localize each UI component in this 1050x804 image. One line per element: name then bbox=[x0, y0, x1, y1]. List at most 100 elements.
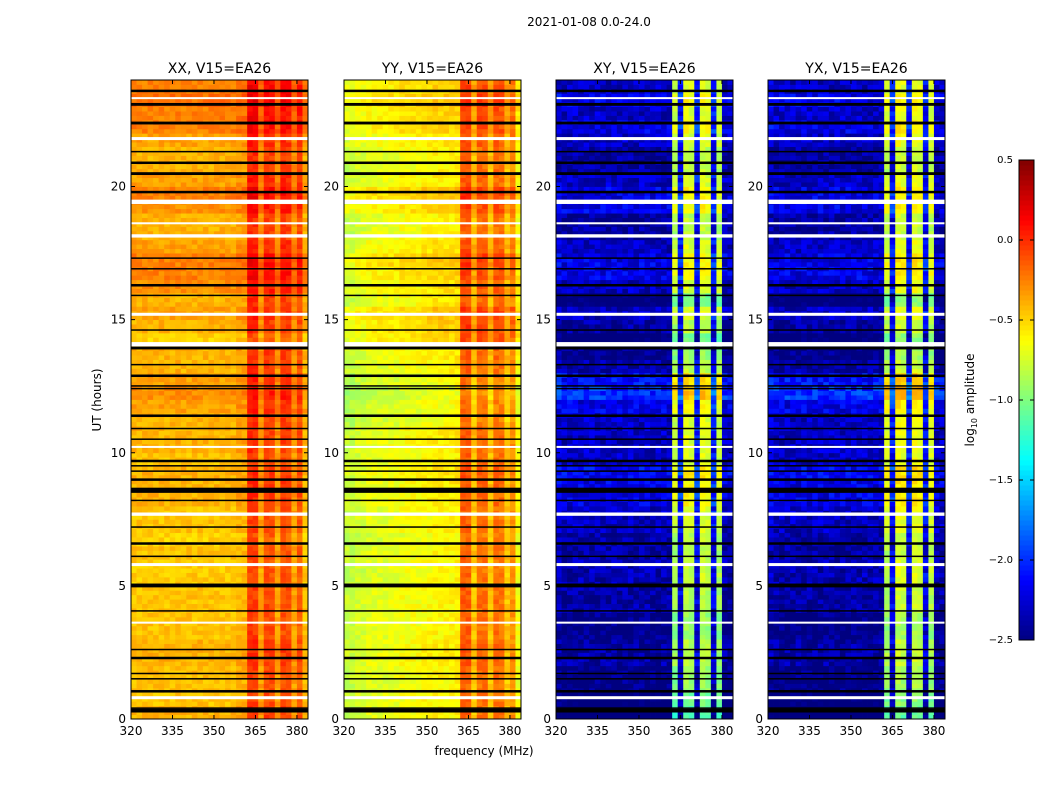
heatmap-cell bbox=[142, 519, 148, 524]
heatmap-cell bbox=[242, 164, 248, 169]
heatmap-cell bbox=[269, 626, 275, 631]
heatmap-cell bbox=[175, 240, 181, 245]
heatmap-cell bbox=[275, 404, 281, 409]
heatmap-cell bbox=[264, 519, 270, 524]
heatmap-cell bbox=[286, 630, 292, 635]
heatmap-cell bbox=[142, 528, 148, 533]
heatmap-cell bbox=[137, 302, 143, 307]
heatmap-cell bbox=[142, 439, 148, 444]
heatmap-cell bbox=[242, 701, 248, 706]
heatmap-cell bbox=[175, 613, 181, 618]
heatmap-cell bbox=[203, 537, 209, 542]
heatmap-cell bbox=[159, 377, 165, 382]
flagged-row-black bbox=[131, 584, 308, 586]
heatmap-cell bbox=[192, 639, 198, 644]
heatmap-cell bbox=[153, 249, 159, 254]
heatmap-cell bbox=[131, 187, 137, 192]
heatmap-cell bbox=[197, 497, 203, 502]
heatmap-cell bbox=[186, 80, 192, 85]
heatmap-cell bbox=[197, 84, 203, 89]
heatmap-cell bbox=[137, 519, 143, 524]
heatmap-cell bbox=[142, 400, 148, 405]
heatmap-cell bbox=[258, 204, 264, 209]
heatmap-cell bbox=[148, 537, 154, 542]
heatmap-cell bbox=[242, 289, 248, 294]
heatmap-cell bbox=[236, 617, 242, 622]
heatmap-cell bbox=[159, 400, 165, 405]
heatmap-cell bbox=[170, 249, 176, 254]
heatmap-cell bbox=[203, 187, 209, 192]
heatmap-cell bbox=[236, 493, 242, 498]
heatmap-cell bbox=[192, 262, 198, 267]
heatmap-cell bbox=[192, 107, 198, 112]
heatmap-cell bbox=[236, 107, 242, 112]
heatmap-cell bbox=[297, 368, 303, 373]
heatmap-cell bbox=[164, 573, 170, 578]
heatmap-cell bbox=[286, 404, 292, 409]
heatmap-cell bbox=[192, 209, 198, 214]
heatmap-cell bbox=[137, 275, 143, 280]
heatmap-cell bbox=[208, 679, 214, 684]
heatmap-cell bbox=[192, 226, 198, 231]
heatmap-cell bbox=[466, 701, 472, 706]
heatmap-cell bbox=[203, 129, 209, 134]
heatmap-cell bbox=[131, 218, 137, 223]
heatmap-cell bbox=[264, 337, 270, 342]
heatmap-cell bbox=[197, 275, 203, 280]
heatmap-cell bbox=[164, 644, 170, 649]
heatmap-cell bbox=[153, 244, 159, 249]
heatmap-cell bbox=[225, 280, 231, 285]
heatmap-cell bbox=[175, 546, 181, 551]
flagged-row-black bbox=[131, 526, 308, 528]
heatmap-cell bbox=[242, 404, 248, 409]
heatmap-cell bbox=[192, 155, 198, 160]
heatmap-cell bbox=[181, 204, 187, 209]
heatmap-cell bbox=[175, 422, 181, 427]
heatmap-cell bbox=[269, 528, 275, 533]
heatmap-cell bbox=[175, 226, 181, 231]
heatmap-cell bbox=[192, 124, 198, 129]
heatmap-cell bbox=[253, 337, 259, 342]
heatmap-cell bbox=[131, 253, 137, 258]
heatmap-cell bbox=[148, 684, 154, 689]
heatmap-cell bbox=[269, 116, 275, 121]
heatmap-cell bbox=[280, 537, 286, 542]
heatmap-cell bbox=[181, 630, 187, 635]
heatmap-cell bbox=[159, 320, 165, 325]
heatmap-cell bbox=[137, 422, 143, 427]
heatmap-cell bbox=[236, 422, 242, 427]
heatmap-cell bbox=[236, 644, 242, 649]
heatmap-cell bbox=[159, 271, 165, 276]
heatmap-cell bbox=[197, 178, 203, 183]
heatmap-cell bbox=[225, 590, 231, 595]
heatmap-cell bbox=[181, 652, 187, 657]
heatmap-cell bbox=[225, 550, 231, 555]
heatmap-cell bbox=[291, 368, 297, 373]
heatmap-cell bbox=[247, 431, 253, 436]
heatmap-cell bbox=[192, 604, 198, 609]
heatmap-cell bbox=[148, 142, 154, 147]
heatmap-cell bbox=[242, 324, 248, 329]
heatmap-cell bbox=[175, 417, 181, 422]
heatmap-cell bbox=[153, 701, 159, 706]
heatmap-cell bbox=[214, 497, 220, 502]
heatmap-cell bbox=[214, 537, 220, 542]
heatmap-cell bbox=[164, 178, 170, 183]
heatmap-cell bbox=[253, 652, 259, 657]
heatmap-cell bbox=[253, 422, 259, 427]
heatmap-cell bbox=[291, 493, 297, 498]
heatmap-cell bbox=[164, 519, 170, 524]
heatmap-cell bbox=[297, 528, 303, 533]
heatmap-cell bbox=[164, 302, 170, 307]
heatmap-cell bbox=[142, 116, 148, 121]
heatmap-cell bbox=[225, 652, 231, 657]
heatmap-cell bbox=[247, 630, 253, 635]
flagged-row-white bbox=[131, 234, 308, 237]
heatmap-cell bbox=[280, 142, 286, 147]
heatmap-cell bbox=[286, 178, 292, 183]
heatmap-cell bbox=[131, 555, 137, 560]
heatmap-cell bbox=[427, 684, 433, 689]
heatmap-cell bbox=[247, 555, 253, 560]
heatmap-cell bbox=[186, 280, 192, 285]
heatmap-cell bbox=[297, 439, 303, 444]
